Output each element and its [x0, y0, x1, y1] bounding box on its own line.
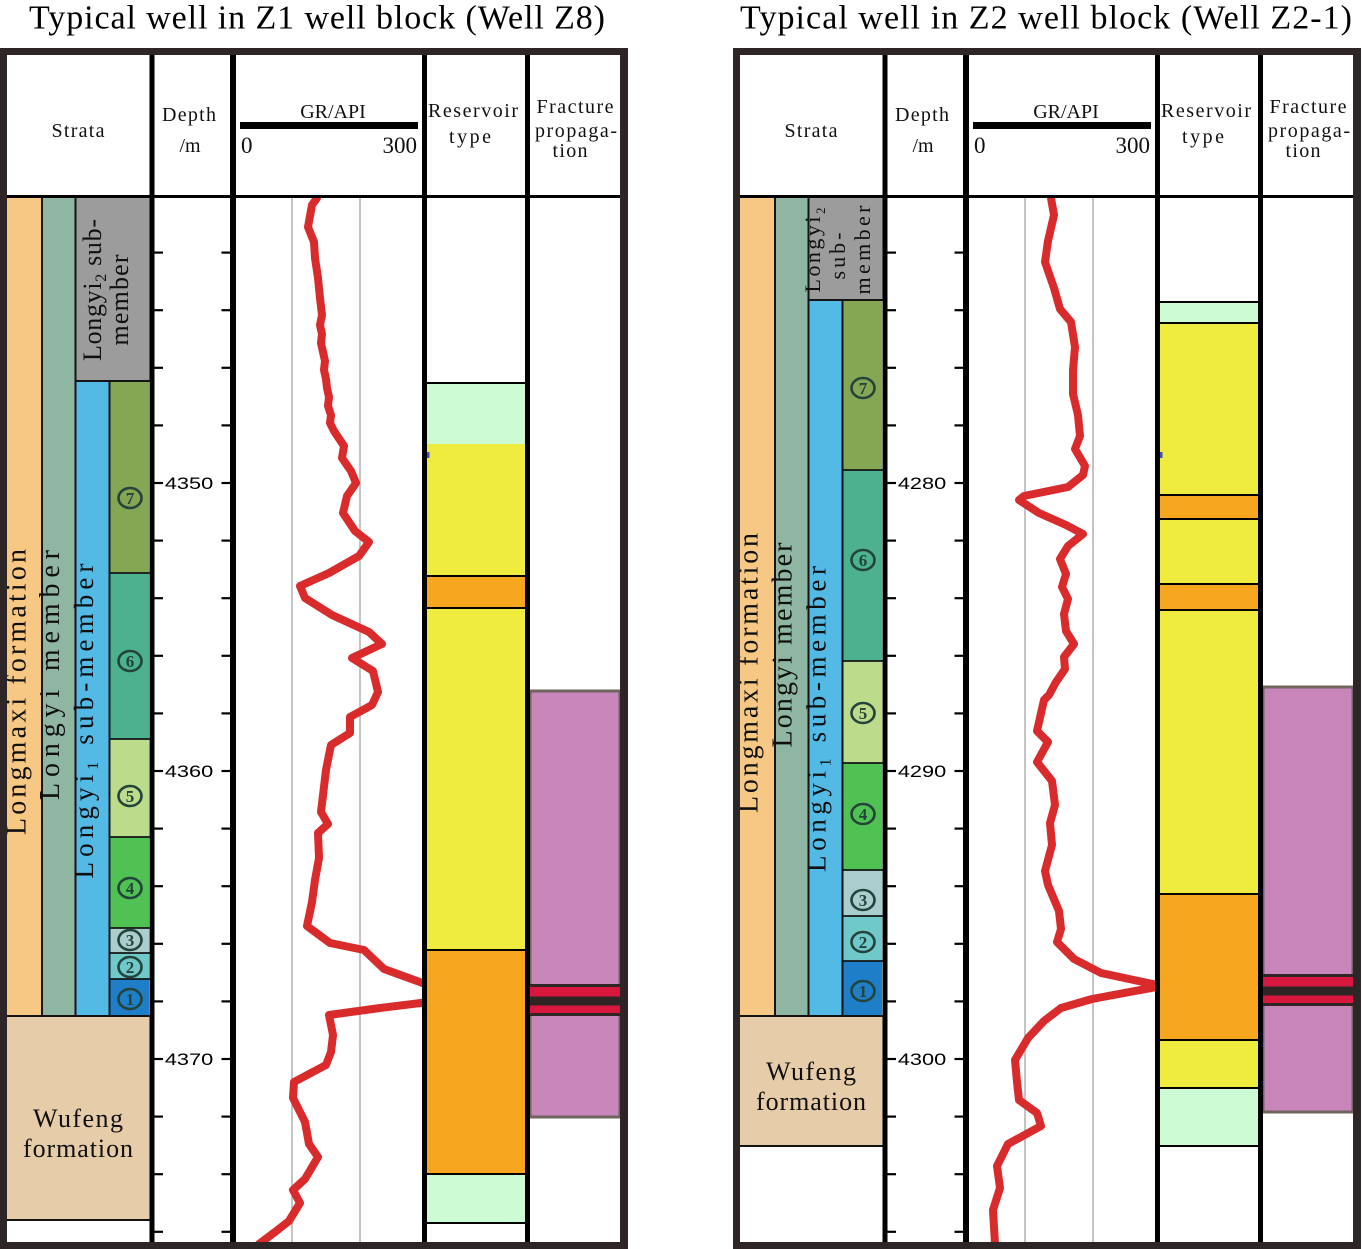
svg-text:formation: formation: [756, 1087, 866, 1116]
svg-text:6: 6: [126, 652, 135, 671]
svg-text:Reservoir: Reservoir: [428, 100, 518, 122]
svg-text:2: 2: [126, 958, 135, 977]
svg-text:Typical well in Z1 well block: Typical well in Z1 well block (Well Z8): [29, 0, 605, 37]
svg-text:member: member: [850, 205, 875, 295]
svg-text:Strata: Strata: [785, 120, 838, 142]
svg-text:7: 7: [126, 489, 135, 508]
svg-text:4280: 4280: [898, 474, 947, 493]
svg-text:formation: formation: [23, 1134, 133, 1163]
svg-text:1: 1: [126, 990, 135, 1009]
svg-text:propaga-: propaga-: [1268, 120, 1350, 142]
svg-text:300: 300: [1116, 133, 1151, 158]
svg-text:Longyi1 sub-member: Longyi1 sub-member: [69, 564, 102, 879]
svg-text:member: member: [105, 254, 134, 345]
svg-text:Longyi2: Longyi2: [800, 208, 828, 293]
svg-text:tion: tion: [1286, 140, 1321, 162]
svg-text:3: 3: [859, 891, 868, 910]
svg-text:0: 0: [241, 133, 253, 158]
svg-text:Reservoir: Reservoir: [1161, 100, 1251, 122]
svg-text:/m: /m: [912, 135, 934, 157]
svg-text:Fracture: Fracture: [537, 96, 614, 118]
svg-text:5: 5: [126, 787, 135, 806]
svg-text:Typical well in Z2 well block: Typical well in Z2 well block (Well Z2-1…: [740, 0, 1352, 37]
svg-text:Longyi1 sub-member: Longyi1 sub-member: [802, 566, 835, 872]
svg-text:propaga-: propaga-: [535, 120, 617, 142]
svg-text:/m: /m: [179, 135, 201, 157]
svg-text:1: 1: [859, 982, 868, 1001]
svg-text:6: 6: [859, 551, 868, 570]
svg-text:GR/API: GR/API: [300, 101, 366, 123]
svg-text:4300: 4300: [898, 1050, 947, 1069]
svg-text:Fracture: Fracture: [1270, 96, 1347, 118]
svg-text:5: 5: [859, 704, 868, 723]
svg-text:Depth: Depth: [895, 104, 949, 126]
svg-text:tion: tion: [553, 140, 588, 162]
svg-text:4350: 4350: [165, 474, 214, 493]
svg-text:Longyi member: Longyi member: [768, 542, 799, 748]
svg-text:Wufeng: Wufeng: [766, 1057, 856, 1086]
svg-text:GR/API: GR/API: [1033, 101, 1099, 123]
svg-text:3: 3: [126, 931, 135, 950]
svg-text:4: 4: [126, 879, 135, 898]
svg-text:0: 0: [974, 133, 986, 158]
svg-text:4360: 4360: [165, 762, 214, 781]
svg-text:4290: 4290: [898, 762, 947, 781]
svg-text:4: 4: [859, 805, 868, 824]
svg-text:Depth: Depth: [162, 104, 216, 126]
svg-text:300: 300: [383, 133, 418, 158]
svg-text:Strata: Strata: [52, 120, 105, 142]
svg-text:Wufeng: Wufeng: [33, 1104, 123, 1133]
svg-text:Longyi2 sub-: Longyi2 sub-: [78, 219, 110, 361]
svg-text:7: 7: [859, 379, 868, 398]
svg-text:2: 2: [859, 933, 868, 952]
svg-text:4370: 4370: [165, 1050, 214, 1069]
